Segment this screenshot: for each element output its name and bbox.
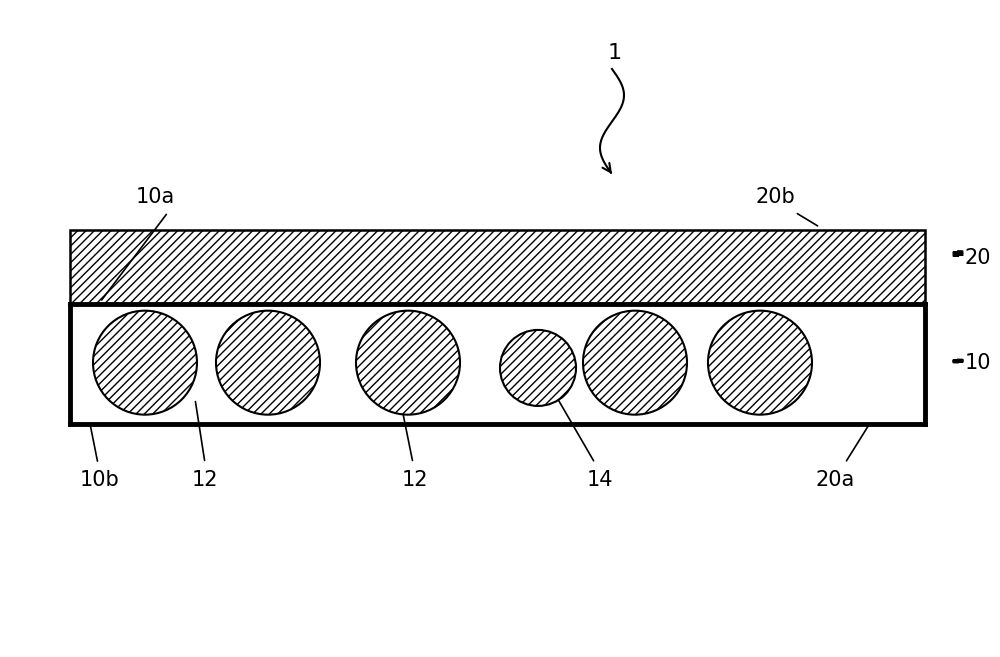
Text: 20: 20 bbox=[965, 248, 992, 267]
Text: 14: 14 bbox=[587, 470, 613, 489]
Ellipse shape bbox=[356, 311, 460, 415]
Ellipse shape bbox=[216, 311, 320, 415]
Text: 10b: 10b bbox=[80, 470, 120, 489]
Text: 10a: 10a bbox=[135, 187, 175, 207]
Bar bbox=[70, 230, 925, 306]
Text: 12: 12 bbox=[402, 470, 428, 489]
Text: 12: 12 bbox=[192, 470, 218, 489]
Text: 20b: 20b bbox=[755, 187, 795, 207]
Text: 1: 1 bbox=[608, 43, 622, 62]
Ellipse shape bbox=[500, 330, 576, 406]
Text: 20a: 20a bbox=[815, 470, 855, 489]
Bar bbox=[70, 304, 925, 424]
Ellipse shape bbox=[583, 311, 687, 415]
Text: 10: 10 bbox=[965, 353, 992, 373]
Ellipse shape bbox=[708, 311, 812, 415]
Ellipse shape bbox=[93, 311, 197, 415]
